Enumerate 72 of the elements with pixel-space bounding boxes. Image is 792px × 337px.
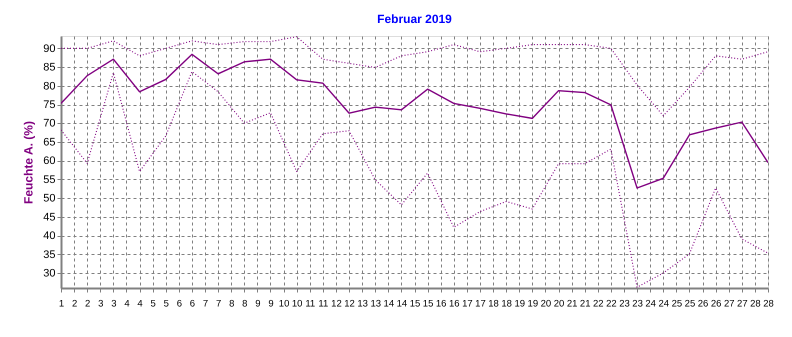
x-tick-label: 6 [176,298,182,310]
x-tick-label: 26 [698,298,708,310]
x-tick-label: 16 [448,298,460,310]
x-tick-label: 16 [436,298,446,310]
y-tick-label: 90 [43,42,56,55]
y-tick-label: 35 [43,248,56,261]
y-tick-label: 45 [43,211,56,224]
x-tick-label: 11 [318,298,328,310]
y-tick-label: 70 [43,118,56,130]
y-tick-label: 65 [43,136,56,148]
x-tick-label: 21 [566,298,578,310]
x-tick-label: 8 [242,298,248,310]
line-series [61,36,768,116]
x-tick-label: 14 [396,298,408,310]
x-tick-label: 25 [684,298,696,310]
x-tick-label: 9 [268,298,274,310]
y-tick-label: 60 [43,155,56,168]
x-tick-label: 27 [737,298,748,310]
x-tick-label: 22 [606,298,617,310]
x-tick-label: 2 [72,298,78,310]
x-tick-label: 12 [331,298,342,310]
y-tick-label: 55 [43,174,56,186]
x-tick-label: 17 [462,298,473,310]
x-tick-label: 23 [632,298,643,310]
x-tick-label: 1 [58,298,64,310]
x-tick-label: 5 [164,298,169,310]
y-tick-label: 75 [43,99,56,112]
x-tick-label: 11 [305,298,316,310]
x-tick-label: 23 [619,298,630,310]
x-tick-label: 10 [292,298,302,310]
x-tick-label: 18 [488,298,499,310]
y-tick-label: 40 [43,230,56,242]
line-series [61,54,768,189]
x-tick-label: 15 [422,298,434,310]
x-tick-label: 14 [384,298,394,310]
y-tick-label: 80 [43,80,56,92]
x-tick-label: 26 [710,298,722,310]
y-tick-label: 85 [43,62,56,74]
x-tick-label: 9 [255,298,261,310]
x-tick-label: 22 [593,298,604,310]
x-tick-label: 7 [216,298,222,310]
x-tick-label: 3 [111,298,117,310]
chart-title: Februar 2019 [377,12,452,26]
y-tick-label: 50 [43,192,56,205]
x-tick-label: 7 [202,298,208,310]
x-tick-label: 13 [370,298,382,310]
x-tick-label: 24 [658,298,670,310]
x-tick-label: 2 [85,298,90,310]
x-tick-label: 6 [190,298,196,310]
y-tick-label: 30 [43,268,56,280]
x-tick-label: 19 [514,298,526,310]
x-tick-label: 5 [150,298,156,310]
x-tick-label: 17 [475,298,486,310]
x-tick-label: 8 [229,298,234,310]
x-tick-label: 21 [580,298,590,310]
x-tick-label: 19 [528,298,538,310]
x-tick-label: 27 [724,298,735,310]
x-tick-label: 13 [357,298,368,310]
x-tick-label: 25 [672,298,682,310]
x-tick-label: 24 [645,298,656,310]
y-axis-title: Feuchte A. (%) [21,121,36,204]
x-tick-label: 20 [554,298,564,310]
x-tick-label: 4 [124,298,130,310]
x-tick-label: 15 [410,298,420,310]
x-tick-label: 20 [540,298,552,310]
x-tick-label: 12 [344,298,355,310]
x-tick-label: 10 [278,298,290,310]
x-tick-label: 4 [137,298,143,310]
x-tick-label: 28 [750,298,761,310]
x-tick-label: 28 [763,298,774,310]
x-tick-label: 3 [98,298,104,310]
x-tick-label: 18 [501,298,512,310]
